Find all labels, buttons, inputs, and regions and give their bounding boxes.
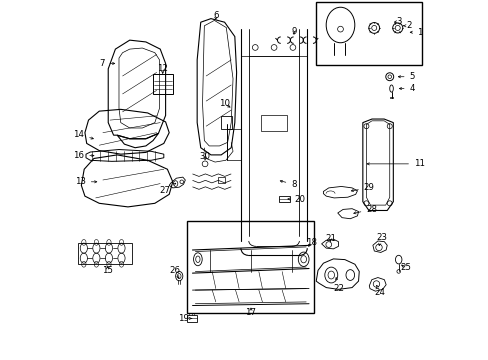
Text: 26: 26 bbox=[169, 266, 180, 278]
Text: 29: 29 bbox=[350, 183, 374, 192]
Text: 13: 13 bbox=[75, 177, 97, 186]
Bar bbox=[316, 3, 421, 65]
Text: 9: 9 bbox=[291, 27, 296, 36]
Text: 30: 30 bbox=[199, 152, 210, 161]
Text: 16: 16 bbox=[73, 151, 94, 160]
Text: 20: 20 bbox=[287, 194, 305, 203]
Text: 10: 10 bbox=[219, 99, 230, 108]
Bar bbox=[260, 115, 287, 131]
Text: 11: 11 bbox=[366, 159, 424, 168]
Bar bbox=[187, 315, 197, 321]
Text: 25: 25 bbox=[400, 264, 410, 273]
Text: 23: 23 bbox=[375, 233, 386, 246]
Text: 14: 14 bbox=[73, 130, 93, 139]
Text: 5: 5 bbox=[398, 72, 414, 81]
Text: 7: 7 bbox=[99, 59, 115, 68]
Bar bbox=[217, 177, 225, 183]
Text: 6: 6 bbox=[213, 11, 218, 20]
Text: 3: 3 bbox=[394, 17, 401, 26]
Bar bbox=[153, 74, 172, 94]
Text: 12: 12 bbox=[157, 64, 168, 73]
Bar bbox=[187, 221, 314, 313]
Text: 1: 1 bbox=[409, 28, 422, 37]
Text: 18: 18 bbox=[306, 238, 317, 247]
Bar bbox=[221, 116, 231, 129]
Text: 4: 4 bbox=[399, 84, 414, 93]
Bar bbox=[389, 97, 392, 98]
Text: 17: 17 bbox=[245, 308, 256, 317]
Text: 28: 28 bbox=[353, 205, 377, 214]
Text: 2: 2 bbox=[403, 21, 411, 30]
Bar bbox=[78, 243, 132, 264]
Text: 21: 21 bbox=[325, 234, 335, 243]
Bar bbox=[278, 196, 289, 202]
Text: 27: 27 bbox=[159, 183, 175, 194]
Text: 24: 24 bbox=[374, 285, 385, 297]
Text: 19: 19 bbox=[178, 314, 191, 323]
Text: 22: 22 bbox=[332, 278, 343, 293]
Text: 8: 8 bbox=[280, 180, 296, 189]
Text: 15: 15 bbox=[102, 266, 113, 275]
